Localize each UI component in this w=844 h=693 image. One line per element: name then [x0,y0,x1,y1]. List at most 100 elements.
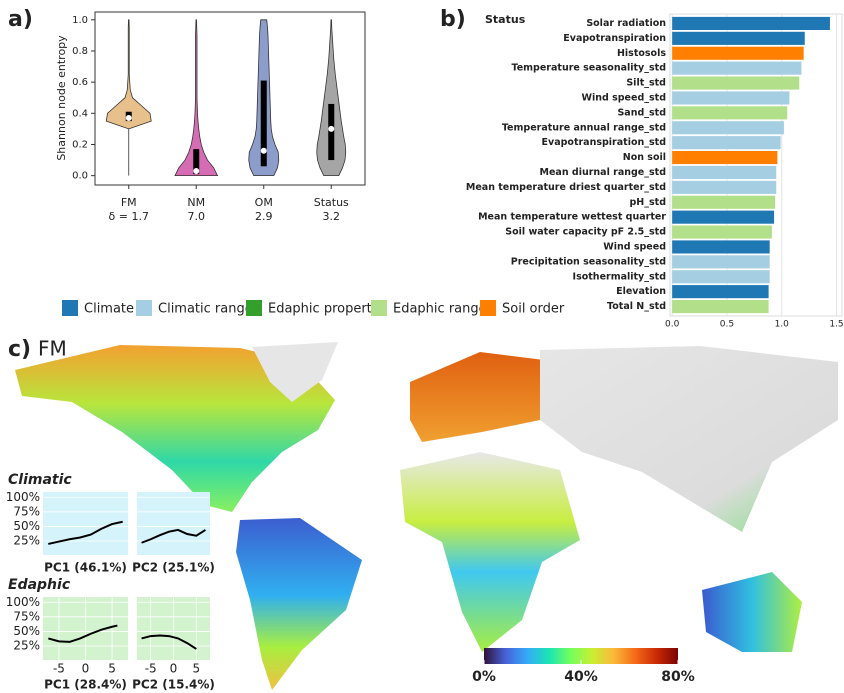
europe [410,352,560,442]
bar-label: Sand_std [617,107,666,118]
colorbar-label: 40% [564,669,598,685]
bar [672,225,772,238]
legend-swatch [480,300,496,316]
category-note: δ = 1.7 [109,210,149,223]
bar [672,151,777,164]
x-tick-label: 0.5 [720,320,734,330]
bar [672,106,787,119]
bar [672,17,830,30]
inset-background [137,492,210,555]
median-dot [193,168,199,174]
panel-label: b) [440,7,466,32]
violin [106,20,151,176]
map-title: FM [38,337,67,361]
inset-group-title: Climatic [8,472,72,488]
inset-x-tick-label: 5 [192,662,200,676]
inset-y-tick-label: 75% [13,609,40,623]
australia [702,572,802,652]
inset-group-title: Edaphic [8,577,71,593]
bar [672,300,768,313]
chart-title: Status [485,13,526,26]
y-tick-label: 0.0 [72,171,88,182]
x-tick-label: NM [187,196,205,209]
legend-swatch [62,300,78,316]
median-dot [328,126,334,132]
figure: a)Shannon node entropy0.00.20.40.60.81.0… [0,0,844,693]
inset-x-tick-label: 5 [108,662,116,676]
bar [672,62,801,75]
inset-x-label: PC2 (25.1%) [132,561,215,575]
legend-swatch [136,300,152,316]
bar-label: Histosols [617,48,666,59]
inset-x-label: PC2 (15.4%) [132,678,215,692]
bar-label: pH_std [630,197,667,208]
bar-label: Mean temperature driest quarter_std [466,182,666,193]
bar [672,285,768,298]
inset-y-tick-label: 100% [6,595,40,609]
bar-label: Wind speed_std [582,92,667,103]
bar-label: Mean temperature wettest quarter [478,212,666,223]
bar-label: Wind speed [603,241,666,252]
inset-x-tick-label: 0 [170,662,178,676]
category-note: 3.2 [323,210,341,223]
bar [672,181,776,194]
inset-x-tick-label: -5 [145,662,157,676]
bar [672,136,780,149]
bar-label: Mean diurnal range_std [540,167,666,178]
legend-label: Edaphic property [268,302,380,317]
y-tick-label: 0.2 [72,139,88,150]
y-axis-label: Shannon node entropy [55,35,68,161]
inset-y-tick-label: 100% [6,490,40,504]
legend-label: Climatic range [158,302,253,317]
y-tick-label: 0.8 [72,46,88,57]
bar-label: Evapotranspiration_std [542,137,666,148]
panel-label: c) [8,337,31,362]
y-tick-label: 1.0 [72,15,88,26]
bar-label: Total N_std [607,301,666,312]
colorbar-label: 80% [661,669,695,685]
bar [672,211,774,224]
median-dot [126,115,132,121]
legend-swatch [246,300,262,316]
inset-y-tick-label: 50% [13,519,40,533]
inset-y-tick-label: 25% [13,639,40,653]
bar-label: Precipitation seasonality_std [511,256,666,267]
bar [672,47,803,60]
bar [672,240,770,253]
x-tick-label: 1.0 [775,320,790,330]
x-tick-label: 1.5 [829,320,843,330]
inset-x-label: PC1 (28.4%) [44,678,127,692]
x-tick-label: OM [255,196,273,209]
bar-label: Soil water capacity pF 2.5_std [505,227,666,238]
x-tick-label: FM [121,196,137,209]
y-tick-label: 0.6 [72,77,88,88]
bar [672,91,789,104]
panel-label: a) [8,7,33,32]
legend-label: Soil order [502,302,565,317]
colorbar-label: 0% [472,669,496,685]
bar-label: Temperature annual range_std [502,122,666,133]
bar [672,255,770,268]
bar [672,32,805,45]
bar [672,270,770,283]
bar-label: Evapotranspiration [563,33,666,44]
category-note: 7.0 [188,210,206,223]
bar-label: Elevation [616,286,666,297]
category-note: 2.9 [255,210,273,223]
inset-y-tick-label: 75% [13,504,40,518]
bar-label: Temperature seasonality_std [512,63,667,74]
legend-swatch [371,300,387,316]
legend-label: Climate [84,302,134,317]
bar [672,121,784,134]
asia [540,346,838,532]
bar-label: Solar radiation [586,18,666,29]
bar [672,166,776,179]
bar-label: Non soil [623,152,666,163]
bar [672,196,775,209]
south-america [236,518,362,690]
inset-y-tick-label: 25% [13,534,40,548]
inset-x-tick-label: -5 [53,662,65,676]
africa [400,452,580,652]
bar-label: Silt_std [626,78,666,89]
x-tick-label: Status [314,196,349,209]
